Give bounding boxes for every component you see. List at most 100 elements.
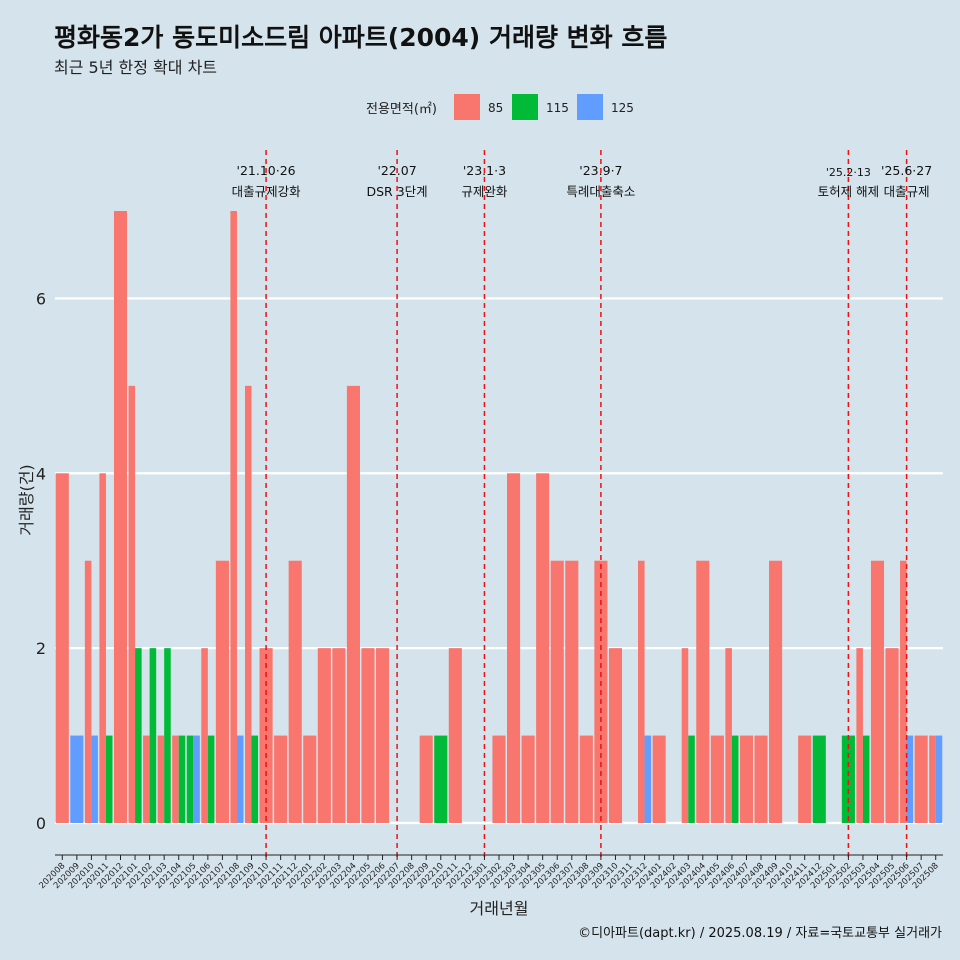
bar-85-202206	[375, 648, 390, 823]
annotations: '21.10·26 대출규제강화 '22.07 DSR 3단계 '23.1·3 규제완화 '…	[232, 150, 932, 860]
legend-label-125: 125	[611, 101, 634, 115]
y-tick-label: 6	[36, 289, 46, 308]
bar-125-202312	[644, 735, 652, 823]
event-date-label: '25.2·13	[826, 166, 871, 179]
bar-85-202111	[274, 735, 288, 823]
bar-115-202011	[105, 735, 113, 823]
event-date-label: '22.07	[377, 163, 416, 178]
bar-85-202401	[652, 735, 666, 823]
bar-85-202112	[288, 560, 302, 823]
bar-85-202107	[215, 560, 229, 823]
bar-85-202108	[230, 211, 237, 823]
bar-85-202506	[900, 560, 907, 823]
bar-115-202105	[186, 735, 194, 823]
event-text-label: 대출규제강화	[232, 184, 302, 199]
event-date-label: '23.1·3	[463, 163, 506, 178]
bar-85-202205	[361, 648, 375, 823]
bar-85-202407	[739, 735, 754, 823]
event-date-label: '21.10·26	[237, 163, 296, 178]
chart-title: 평화동2가 동도미소드림 아파트(2004) 거래량 변화 흐름	[54, 23, 668, 52]
event-text-label: DSR 3단계	[367, 184, 428, 199]
y-tick-label: 2	[36, 639, 46, 658]
bar-85-202204	[346, 385, 360, 823]
bar-125-202506	[906, 735, 914, 823]
x-axis-title: 거래년월	[470, 899, 529, 918]
y-axis-title: 거래량(건)	[17, 464, 36, 535]
bar-85-202211	[448, 648, 462, 823]
bar-85-202503	[856, 648, 863, 823]
bar-85-202104	[172, 735, 179, 823]
bar-115-202403	[688, 735, 695, 823]
bar-85-202308	[579, 735, 593, 823]
bar-115-202502	[841, 735, 855, 823]
bars	[55, 211, 943, 823]
bar-85-202310	[608, 648, 623, 823]
bar-115-202412	[812, 735, 826, 823]
bar-115-202104	[178, 735, 186, 823]
y-tick-label: 0	[36, 814, 46, 833]
bar-85-202202	[317, 648, 331, 823]
bar-115-202210	[434, 735, 448, 823]
bar-85-202504	[870, 560, 885, 823]
event-text-label: 특례대출축소	[566, 184, 635, 199]
bar-85-202404	[696, 560, 710, 823]
bar-125-202108	[236, 735, 244, 823]
legend-swatch-125	[577, 94, 603, 120]
legend-label-85: 85	[488, 101, 503, 115]
bar-85-202305	[536, 473, 550, 823]
bar-85-202109	[244, 385, 252, 823]
event-text-label: 토허제 해제	[818, 184, 879, 199]
legend-label-115: 115	[546, 101, 569, 115]
legend-swatch-115	[512, 94, 538, 120]
bar-85-202203	[332, 648, 346, 823]
bar-115-202106	[207, 735, 215, 823]
bar-85-202508	[929, 735, 936, 823]
bar-85-202405	[710, 735, 724, 823]
bar-85-202209	[419, 735, 433, 823]
bar-115-202102	[149, 648, 157, 823]
bar-85-202306	[550, 560, 564, 823]
bar-115-202101	[135, 648, 142, 823]
event-date-label: '25.6·27	[881, 163, 932, 178]
bar-115-202406	[731, 735, 739, 823]
legend-swatch-85	[454, 94, 480, 120]
bar-85-202411	[798, 735, 812, 823]
bar-85-202106	[201, 648, 208, 823]
bar-85-202302	[492, 735, 506, 823]
bar-125-202010	[91, 735, 98, 823]
legend: 전용면적(㎡) 85 115 125	[366, 94, 634, 120]
event-date-label: '23.9·7	[579, 163, 622, 178]
axes: 0246202008202009202010202011202012202101…	[17, 289, 943, 918]
event-text-label: 규제완화	[461, 184, 508, 199]
bar-85-202409	[769, 560, 783, 823]
bar-85-202507	[914, 735, 928, 823]
bar-85-202101	[128, 385, 136, 823]
y-tick-label: 4	[36, 464, 46, 483]
bar-85-202012	[113, 211, 128, 823]
bar-85-202011	[99, 473, 106, 823]
bar-85-202505	[885, 648, 899, 823]
bar-85-202010	[84, 560, 92, 823]
bar-85-202408	[754, 735, 768, 823]
bar-115-202103	[164, 648, 171, 823]
bar-85-202103	[157, 735, 165, 823]
event-text-label: 대출규제	[884, 184, 930, 199]
bar-85-202304	[521, 735, 535, 823]
bar-115-202503	[862, 735, 870, 823]
bar-125-202009	[70, 735, 84, 823]
chart-caption: ©디아파트(dapt.kr) / 2025.08.19 / 자료=국토교통부 실…	[578, 926, 942, 941]
bar-125-202105	[193, 735, 200, 823]
bar-85-202406	[725, 648, 732, 823]
legend-title: 전용면적(㎡)	[366, 102, 437, 117]
bar-85-202102	[143, 735, 150, 823]
chart-subtitle: 최근 5년 한정 확대 차트	[54, 58, 218, 77]
bar-85-202403	[681, 648, 689, 823]
bar-115-202109	[251, 735, 259, 823]
bar-85-202307	[565, 560, 579, 823]
bar-85-202312	[638, 560, 645, 823]
bar-85-202303	[507, 473, 521, 823]
bar-85-202201	[303, 735, 317, 823]
bar-125-202508	[935, 735, 943, 823]
bar-85-202008	[55, 473, 69, 823]
